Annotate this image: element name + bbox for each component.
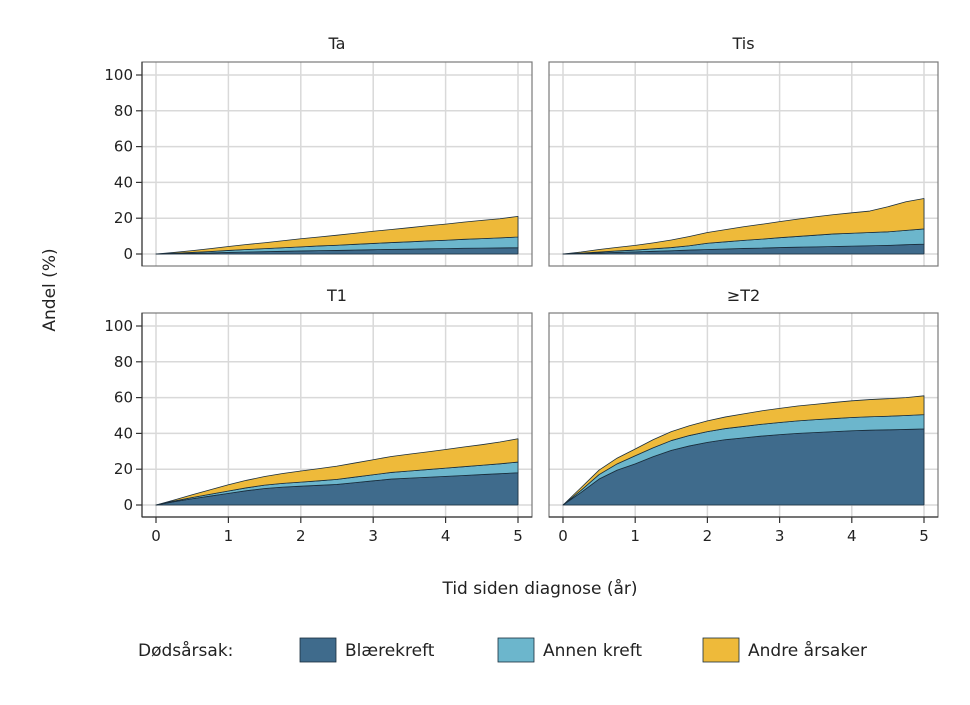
y-tick-label: 60	[114, 389, 133, 407]
x-tick-label: 2	[703, 527, 713, 545]
x-tick-label: 5	[919, 527, 929, 545]
panel-2: Tis	[548, 34, 939, 267]
panel-frame	[548, 61, 939, 267]
x-tick-label: 3	[775, 527, 785, 545]
y-tick-label: 20	[114, 460, 133, 478]
legend-swatch	[299, 637, 337, 663]
x-tick-label: 1	[630, 527, 640, 545]
legend-label: Annen kreft	[543, 641, 642, 661]
x-tick-label: 0	[151, 527, 161, 545]
x-tick-label: 3	[368, 527, 378, 545]
y-tick-label: 80	[114, 353, 133, 371]
y-tick-label: 20	[114, 209, 133, 227]
x-tick-label: 4	[441, 527, 451, 545]
y-tick-label: 40	[114, 424, 133, 442]
panel-4: ≥T2 0 1 2 3 4 5	[548, 286, 939, 545]
legend-label: Blærekreft	[345, 641, 435, 661]
legend-swatch	[702, 637, 740, 663]
y-tick-label: 100	[104, 66, 133, 84]
x-axis-title: Tid siden diagnose (år)	[441, 578, 637, 599]
legend-swatch	[497, 637, 535, 663]
area-andre-arsaker	[562, 395, 925, 506]
y-tick-label: 0	[123, 496, 133, 514]
area-andre-arsaker	[155, 438, 519, 506]
x-tick-label: 1	[224, 527, 234, 545]
panel-title: Tis	[731, 34, 754, 53]
area-andre-arsaker	[155, 216, 519, 255]
panel-3: T1 0 20 40 60 80 100 0 1 2 3 4 5	[104, 286, 533, 545]
area-andre-arsaker	[562, 198, 925, 255]
panel-title: T1	[326, 286, 347, 305]
panel-title: Ta	[328, 34, 346, 53]
x-tick-label: 4	[847, 527, 857, 545]
legend-title: Dødsårsak:	[138, 640, 233, 661]
legend-label: Andre årsaker	[748, 640, 867, 661]
x-tick-label: 0	[558, 527, 568, 545]
y-tick-label: 0	[123, 245, 133, 263]
y-tick-label: 40	[114, 173, 133, 191]
panel-title: ≥T2	[727, 286, 760, 305]
y-tick-label: 60	[114, 138, 133, 156]
y-axis-title: Andel (%)	[40, 248, 60, 331]
y-tick-label: 100	[104, 317, 133, 335]
legend: Dødsårsak: Blærekreft Annen kreft Andre års…	[138, 637, 867, 663]
panel-1: Ta 0 20 40 60 80 100	[104, 34, 533, 267]
y-tick-label: 80	[114, 102, 133, 120]
x-tick-label: 2	[296, 527, 306, 545]
x-tick-label: 5	[513, 527, 523, 545]
